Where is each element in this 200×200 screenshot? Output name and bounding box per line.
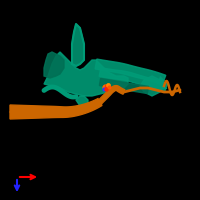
Polygon shape [44,52,64,78]
Polygon shape [99,68,168,92]
Polygon shape [72,24,84,66]
Polygon shape [95,59,166,85]
Polygon shape [98,86,125,104]
Polygon shape [140,76,164,96]
Polygon shape [76,96,88,108]
Polygon shape [10,99,102,119]
Polygon shape [99,78,149,94]
Polygon shape [44,52,128,96]
